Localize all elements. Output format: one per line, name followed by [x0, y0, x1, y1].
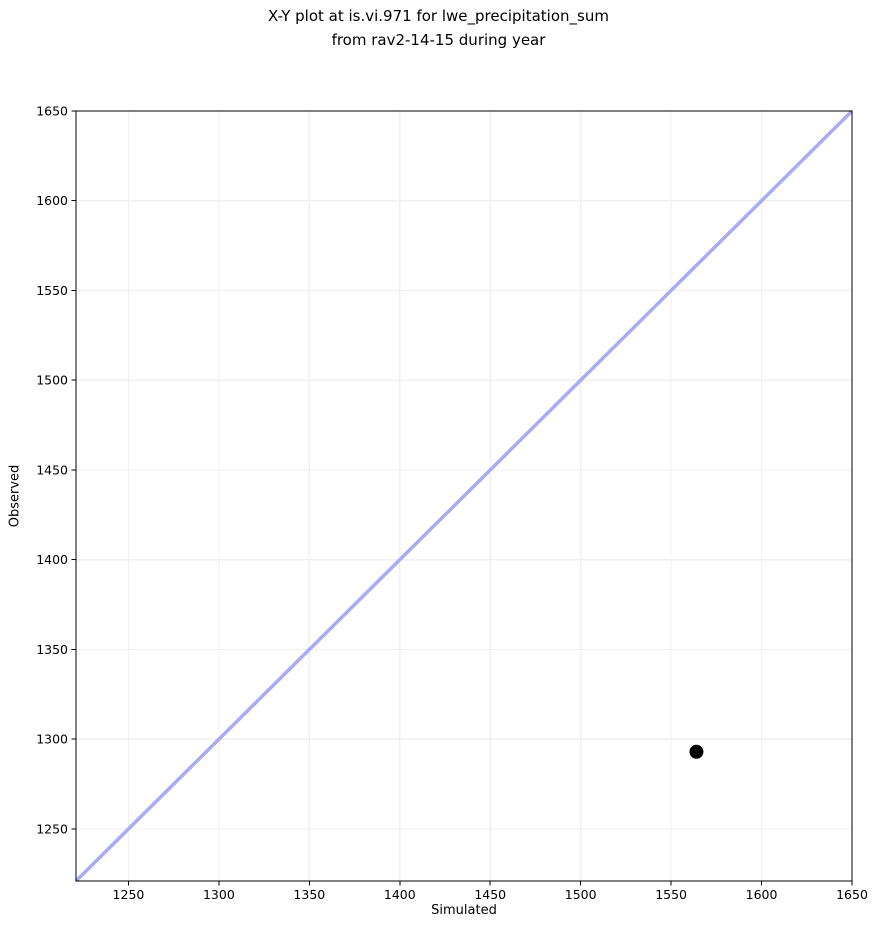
x-tick-label: 1450	[474, 887, 506, 902]
x-tick-label: 1300	[203, 887, 235, 902]
x-tick-label: 1550	[655, 887, 687, 902]
chart-title-line2: from rav2-14-15 during year	[331, 31, 546, 49]
y-tick-label: 1300	[36, 732, 68, 747]
x-tick-label: 1400	[384, 887, 416, 902]
x-tick-label: 1600	[746, 887, 778, 902]
y-axis-label: Observed	[7, 464, 23, 528]
x-axis-label: Simulated	[431, 903, 497, 918]
y-tick-label: 1600	[36, 193, 68, 208]
x-tick-label: 1650	[836, 887, 868, 902]
chart-title: X-Y plot at is.vi.971 for lwe_precipitat…	[0, 4, 877, 52]
x-tick-label: 1500	[565, 887, 597, 902]
y-tick-label: 1250	[36, 821, 68, 836]
y-tick-label: 1350	[36, 642, 68, 657]
y-tick-label: 1550	[36, 283, 68, 298]
y-tick-label: 1500	[36, 373, 68, 388]
identity-line	[74, 109, 854, 883]
y-tick-label: 1650	[36, 104, 68, 119]
x-tick-label: 1350	[293, 887, 325, 902]
chart-title-line1: X-Y plot at is.vi.971 for lwe_precipitat…	[268, 7, 609, 25]
data-point	[689, 744, 704, 759]
y-tick-label: 1450	[36, 462, 68, 477]
x-tick-label: 1250	[113, 887, 145, 902]
y-tick-label: 1400	[36, 552, 68, 567]
axes-frame	[75, 110, 853, 882]
